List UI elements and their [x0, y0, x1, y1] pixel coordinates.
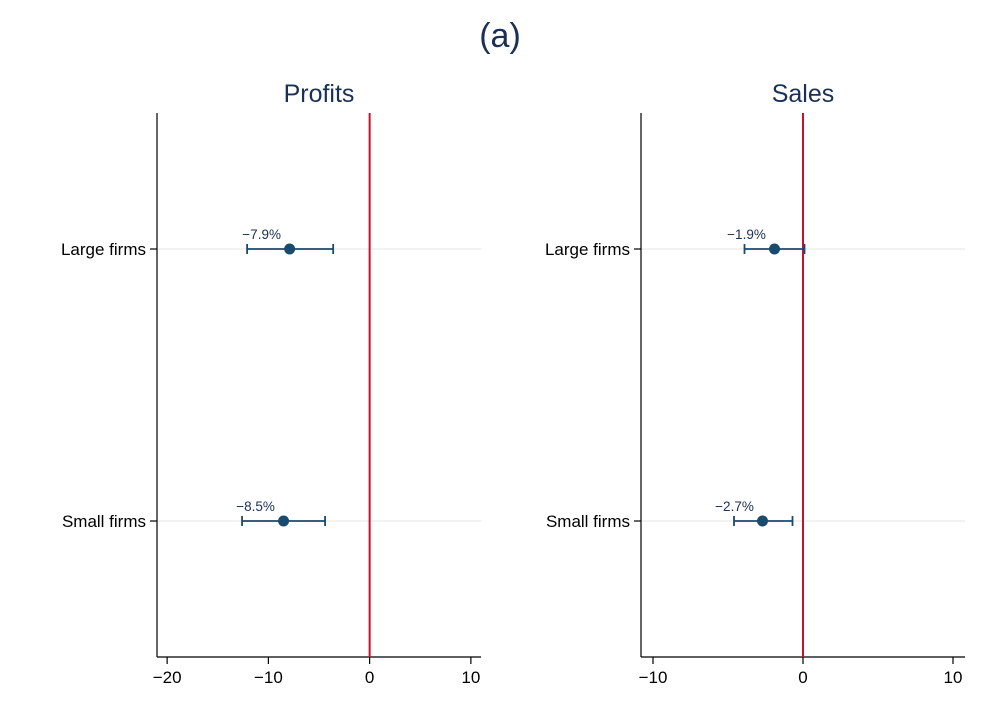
point-estimate [284, 243, 296, 255]
y-tick-label: Small firms [62, 512, 146, 531]
data-label: −1.9% [727, 227, 766, 242]
point-estimate [757, 515, 768, 527]
x-tick-label: −10 [254, 668, 283, 687]
y-tick-label: Large firms [61, 240, 146, 259]
panel-sales: Sales −10 0 10 Large firms Small firms −1.9% −2… [545, 80, 965, 687]
point-estimate [278, 515, 290, 527]
data-label: −8.5% [236, 499, 275, 514]
x-tick-label: 10 [461, 668, 480, 687]
x-tick-label: 0 [798, 668, 807, 687]
panel-title: Profits [284, 80, 355, 108]
figure-title: (a) [479, 17, 521, 55]
x-tick-label: −10 [639, 668, 668, 687]
point-estimate [769, 243, 780, 255]
data-label: −7.9% [242, 227, 281, 242]
panel-title: Sales [772, 80, 835, 108]
panel-profits: Profits −20 −10 0 10 Large firms Small firms −7… [61, 80, 481, 687]
data-label: −2.7% [715, 499, 754, 514]
x-tick-label: −20 [153, 668, 182, 687]
x-tick-label: 0 [365, 668, 374, 687]
y-tick-label: Small firms [546, 512, 630, 531]
y-tick-label: Large firms [545, 240, 630, 259]
x-tick-label: 10 [944, 668, 963, 687]
